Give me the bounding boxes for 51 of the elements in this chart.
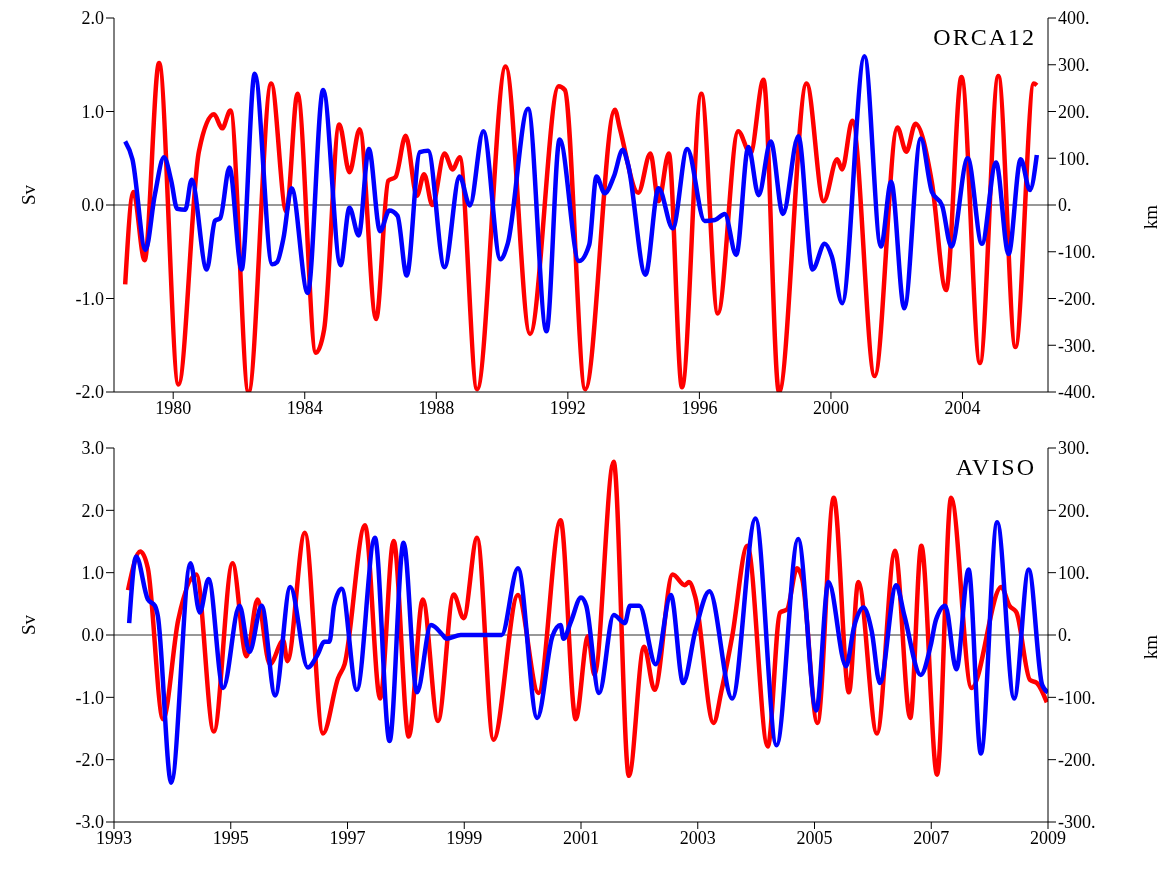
x-tick-label: 2001: [563, 827, 599, 848]
y2-tick-label: -100.: [1058, 242, 1096, 263]
y-axis-title: Sv: [17, 184, 39, 205]
y-tick-label: -2.0: [75, 750, 104, 771]
x-tick-label: 1995: [212, 827, 249, 848]
x-tick-label: 1984: [286, 397, 323, 418]
y-tick-label: -1.0: [75, 687, 104, 708]
y-tick-label: 3.0: [81, 438, 104, 459]
line-series: [122, 54, 1040, 334]
x-tick-label: 1988: [418, 397, 455, 418]
x-tick-label: 2003: [679, 827, 716, 848]
y2-tick-label: -200.: [1058, 288, 1096, 309]
y2-axis-title: km: [1139, 634, 1161, 660]
x-tick-label: 2005: [796, 827, 833, 848]
y2-tick-label: 200.: [1058, 500, 1090, 521]
y2-axis-title: km: [1139, 204, 1161, 230]
line-series: [122, 60, 1040, 392]
y2-tick-label: -400.: [1058, 382, 1096, 403]
y-tick-label: 2.0: [81, 8, 104, 29]
annotation: ORCA12: [933, 24, 1036, 51]
x-tick-label: 1999: [446, 827, 483, 848]
y-tick-label: -2.0: [75, 382, 104, 403]
x-tick-label: 2004: [944, 397, 981, 418]
annotation: AVISO: [955, 454, 1036, 481]
y2-tick-label: -300.: [1058, 335, 1096, 356]
x-tick-label: 2000: [812, 397, 849, 418]
line-series: [126, 516, 1048, 785]
y-tick-label: -1.0: [75, 288, 104, 309]
y2-tick-label: 300.: [1058, 55, 1090, 76]
x-tick-label: 1996: [681, 397, 718, 418]
y2-tick-label: 100.: [1058, 148, 1090, 169]
x-tick-label: 1980: [155, 397, 192, 418]
x-tick-label: 2009: [1030, 827, 1066, 848]
y2-tick-label: 400.: [1058, 8, 1090, 29]
y2-tick-label: -100.: [1058, 687, 1096, 708]
y-tick-label: 1.0: [81, 563, 104, 584]
y-tick-label: 0.0: [81, 625, 104, 646]
y-tick-label: 2.0: [81, 500, 104, 521]
y-axis-title: Sv: [17, 614, 39, 635]
x-tick-label: 1992: [549, 397, 586, 418]
x-tick-label: 2007: [913, 827, 950, 848]
y2-tick-label: 300.: [1058, 438, 1090, 459]
y2-tick-label: 200.: [1058, 101, 1090, 122]
y2-tick-label: -200.: [1058, 750, 1096, 771]
x-tick-label: 1997: [329, 827, 366, 848]
y2-tick-label: 100.: [1058, 563, 1090, 584]
y-tick-label: 1.0: [81, 101, 104, 122]
y-tick-label: 0.0: [81, 195, 104, 216]
y2-tick-label: 0.: [1058, 195, 1072, 216]
x-tick-label: 1993: [96, 827, 132, 848]
y2-tick-label: 0.: [1058, 625, 1072, 646]
